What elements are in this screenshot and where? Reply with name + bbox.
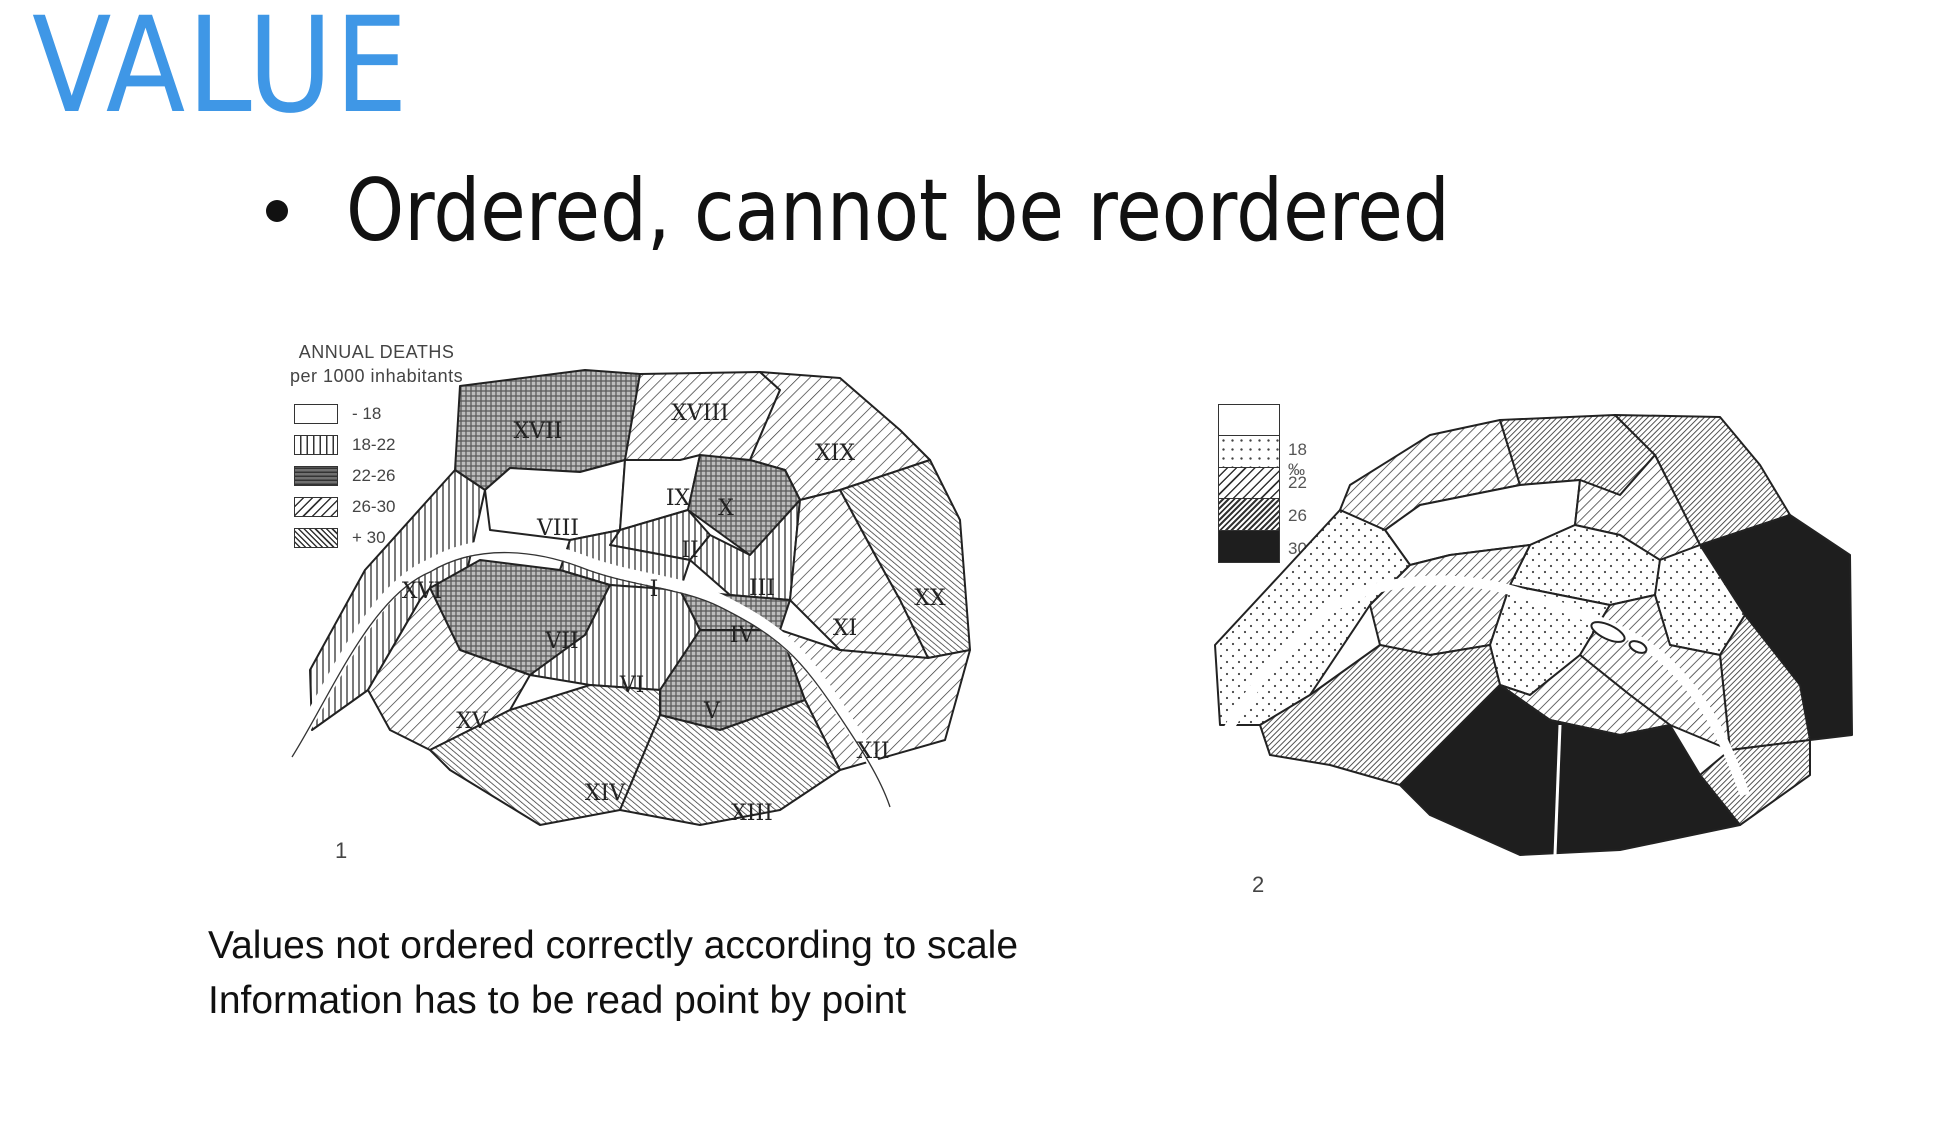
slide-title: VALUE xyxy=(32,0,410,143)
label-xiii: XIII xyxy=(731,801,773,826)
bullet-text: Ordered, cannot be reordered xyxy=(346,161,1450,261)
legend-label: 22-26 xyxy=(352,465,396,485)
legend-swatch-vertical xyxy=(294,434,338,455)
map1-legend-item: + 30 xyxy=(294,522,395,553)
arrondissement-xi xyxy=(789,489,929,659)
legend-label: 18-22 xyxy=(352,434,396,454)
arrondissement-xv xyxy=(367,587,531,751)
label-xv: XV xyxy=(456,709,489,734)
seine-river xyxy=(286,539,896,802)
map1-legend-title-line: ANNUAL DEATHS xyxy=(298,342,455,362)
label-iii: III xyxy=(749,576,775,601)
label-xiv: XIV xyxy=(585,781,626,806)
label-i: I xyxy=(650,577,659,602)
label-ix: IX xyxy=(666,486,691,511)
label-ii: II xyxy=(681,538,698,563)
legend-label: + 30 xyxy=(352,527,386,547)
map1-legend-title: ANNUAL DEATHS per 1000 inhabitants xyxy=(290,341,463,389)
label-xvii: XVII xyxy=(514,419,563,444)
legend2-label: 26 xyxy=(1288,506,1307,525)
m2-region-s-black xyxy=(1399,684,1741,856)
bullet-point: Ordered, cannot be reordered xyxy=(266,168,1630,254)
legend2-label: 18 ‰ xyxy=(1288,440,1307,479)
label-xix: XIX xyxy=(815,441,855,466)
map2-figure-number: 2 xyxy=(1252,872,1265,897)
map1-paris-choropleth: XVII XVIII XIX XX XVI VIII IX X II III I… xyxy=(280,330,1000,910)
map2-legend: 18 ‰ 22 26 30 xyxy=(1218,403,1307,563)
legend2-label: 22 xyxy=(1288,473,1307,492)
map1-legend-item: 18-22 xyxy=(294,429,395,460)
bullet-dot-icon xyxy=(266,200,288,222)
map1-legend-item: - 18 xyxy=(294,398,395,429)
label-xii: XII xyxy=(856,739,889,764)
legend-swatch-diag-wide xyxy=(294,496,338,517)
legend-swatch-white xyxy=(294,403,338,424)
seine-river-bank xyxy=(291,551,891,808)
m2-ile-de-la-cite xyxy=(1590,621,1626,643)
label-xx: XX xyxy=(914,586,946,611)
map1-figure-number: 1 xyxy=(335,838,348,863)
map1-legend-title-line: per 1000 inhabitants xyxy=(290,365,464,386)
label-v: V xyxy=(703,699,721,724)
label-x: X xyxy=(718,496,734,521)
label-vii: VII xyxy=(544,629,578,654)
label-xi: XI xyxy=(833,616,857,641)
caption-line: Values not ordered correctly according t… xyxy=(208,924,1019,967)
legend-swatch-grid xyxy=(294,465,338,486)
m2-seine-river xyxy=(1220,575,1750,797)
label-iv: IV xyxy=(730,623,756,648)
legend-swatch-diag-dense xyxy=(294,527,338,548)
label-vi: VI xyxy=(619,673,645,698)
m2-boundary-line xyxy=(1553,724,1562,856)
label-xviii: XVIII xyxy=(671,401,729,426)
slide-caption: Values not ordered correctly according t… xyxy=(208,918,1018,1028)
legend-label: 26-30 xyxy=(352,496,396,516)
map1-legend-item: 22-26 xyxy=(294,460,395,491)
map2-paris-choropleth xyxy=(1200,395,1860,915)
legend2-swatch-dots xyxy=(1218,435,1280,468)
map1-legend: - 18 18-22 22-26 26-30 + 30 xyxy=(294,398,395,553)
arrondissement-xiii xyxy=(619,699,841,826)
caption-line: Information has to be read point by poin… xyxy=(208,979,907,1022)
label-xvi: XVI xyxy=(402,579,442,604)
m2-ile-saint-louis xyxy=(1628,640,1648,654)
legend-label: - 18 xyxy=(352,403,382,423)
map1-legend-item: 26-30 xyxy=(294,491,395,522)
legend2-swatch-black xyxy=(1218,529,1280,563)
label-viii: VIII xyxy=(536,516,579,541)
